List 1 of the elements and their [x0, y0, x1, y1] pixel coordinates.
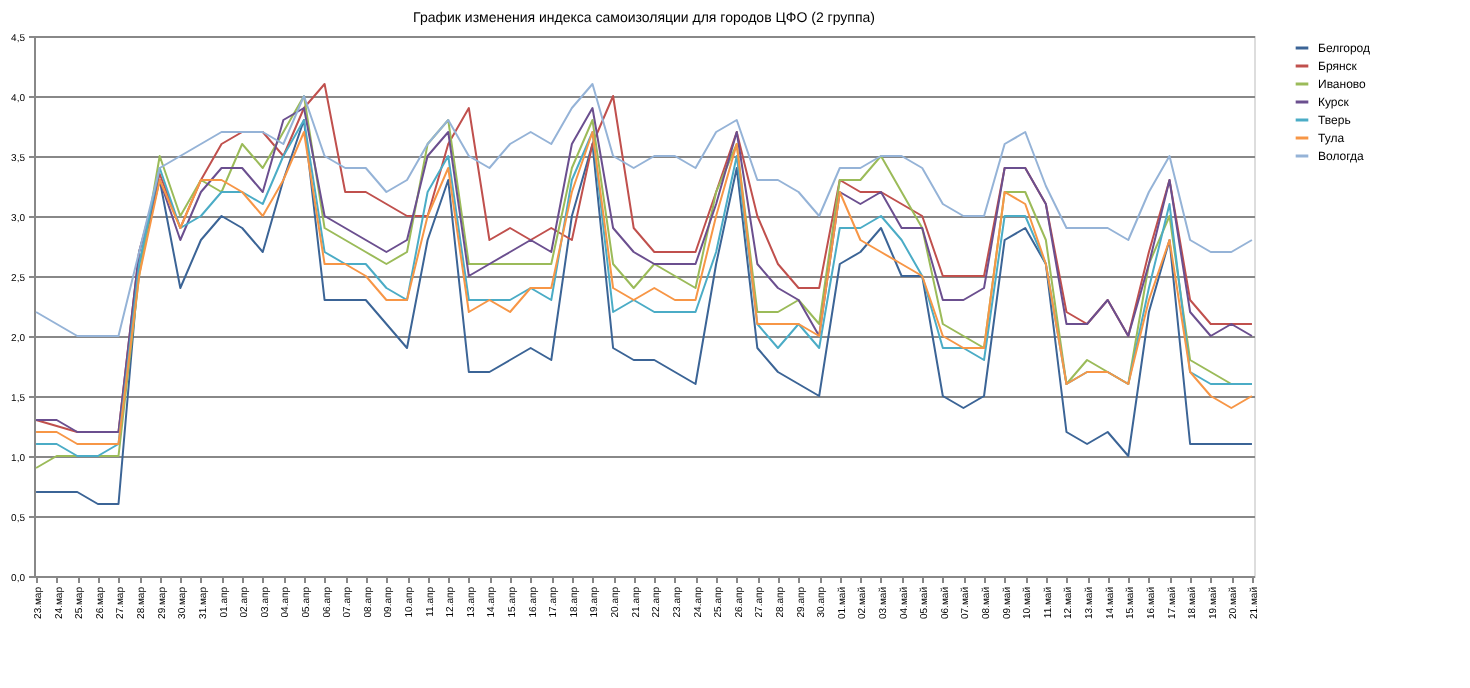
line-series	[35, 83, 1253, 337]
